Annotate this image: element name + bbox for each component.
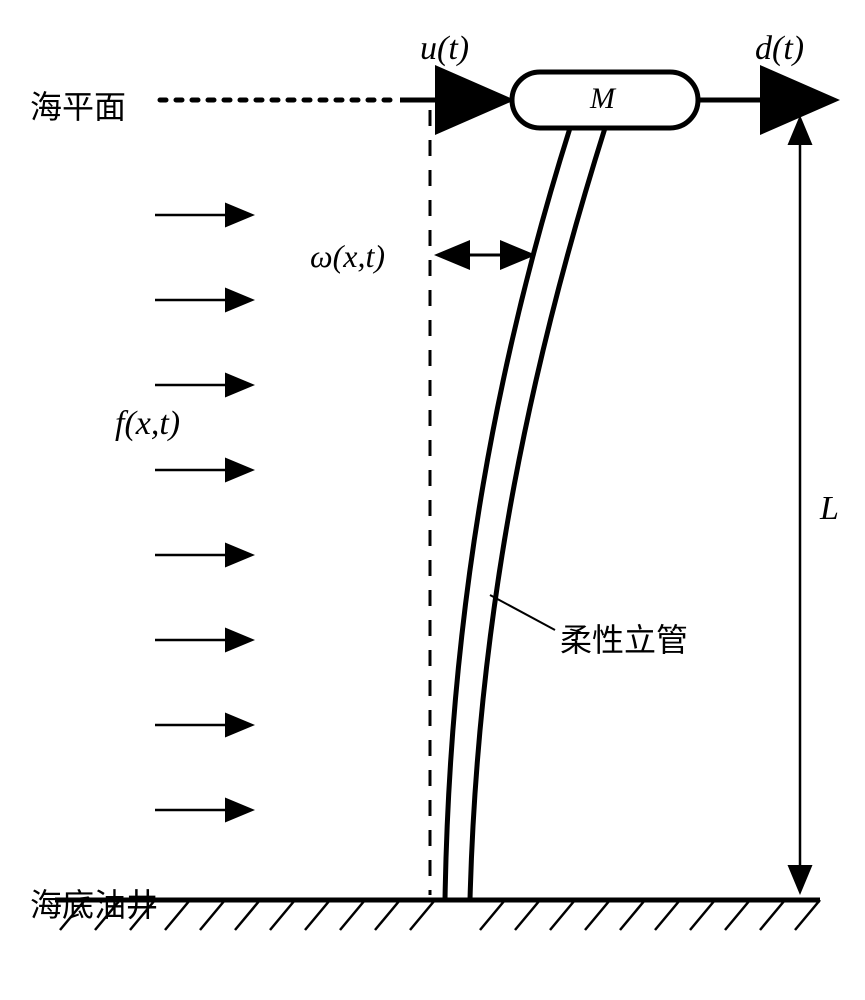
sea-level-label: 海平面 bbox=[30, 82, 126, 128]
seabed-well-label: 海底油井 bbox=[30, 880, 158, 926]
omega-label: ω(x,t) bbox=[310, 238, 385, 275]
u-t-label: u(t) bbox=[420, 30, 469, 68]
riser-pointer bbox=[490, 595, 555, 630]
M-label: M bbox=[590, 82, 615, 116]
flow-arrows bbox=[155, 215, 250, 810]
diagram-svg bbox=[0, 0, 865, 1000]
L-label: L bbox=[820, 490, 839, 528]
d-t-label: d(t) bbox=[755, 30, 804, 68]
f-xt-label: f(x,t) bbox=[115, 405, 180, 443]
seabed-hatching bbox=[60, 900, 820, 930]
diagram-container: 海平面 海底油井 u(t) d(t) M ω(x,t) f(x,t) L 柔性立… bbox=[0, 0, 865, 1000]
riser-label: 柔性立管 bbox=[560, 615, 688, 661]
